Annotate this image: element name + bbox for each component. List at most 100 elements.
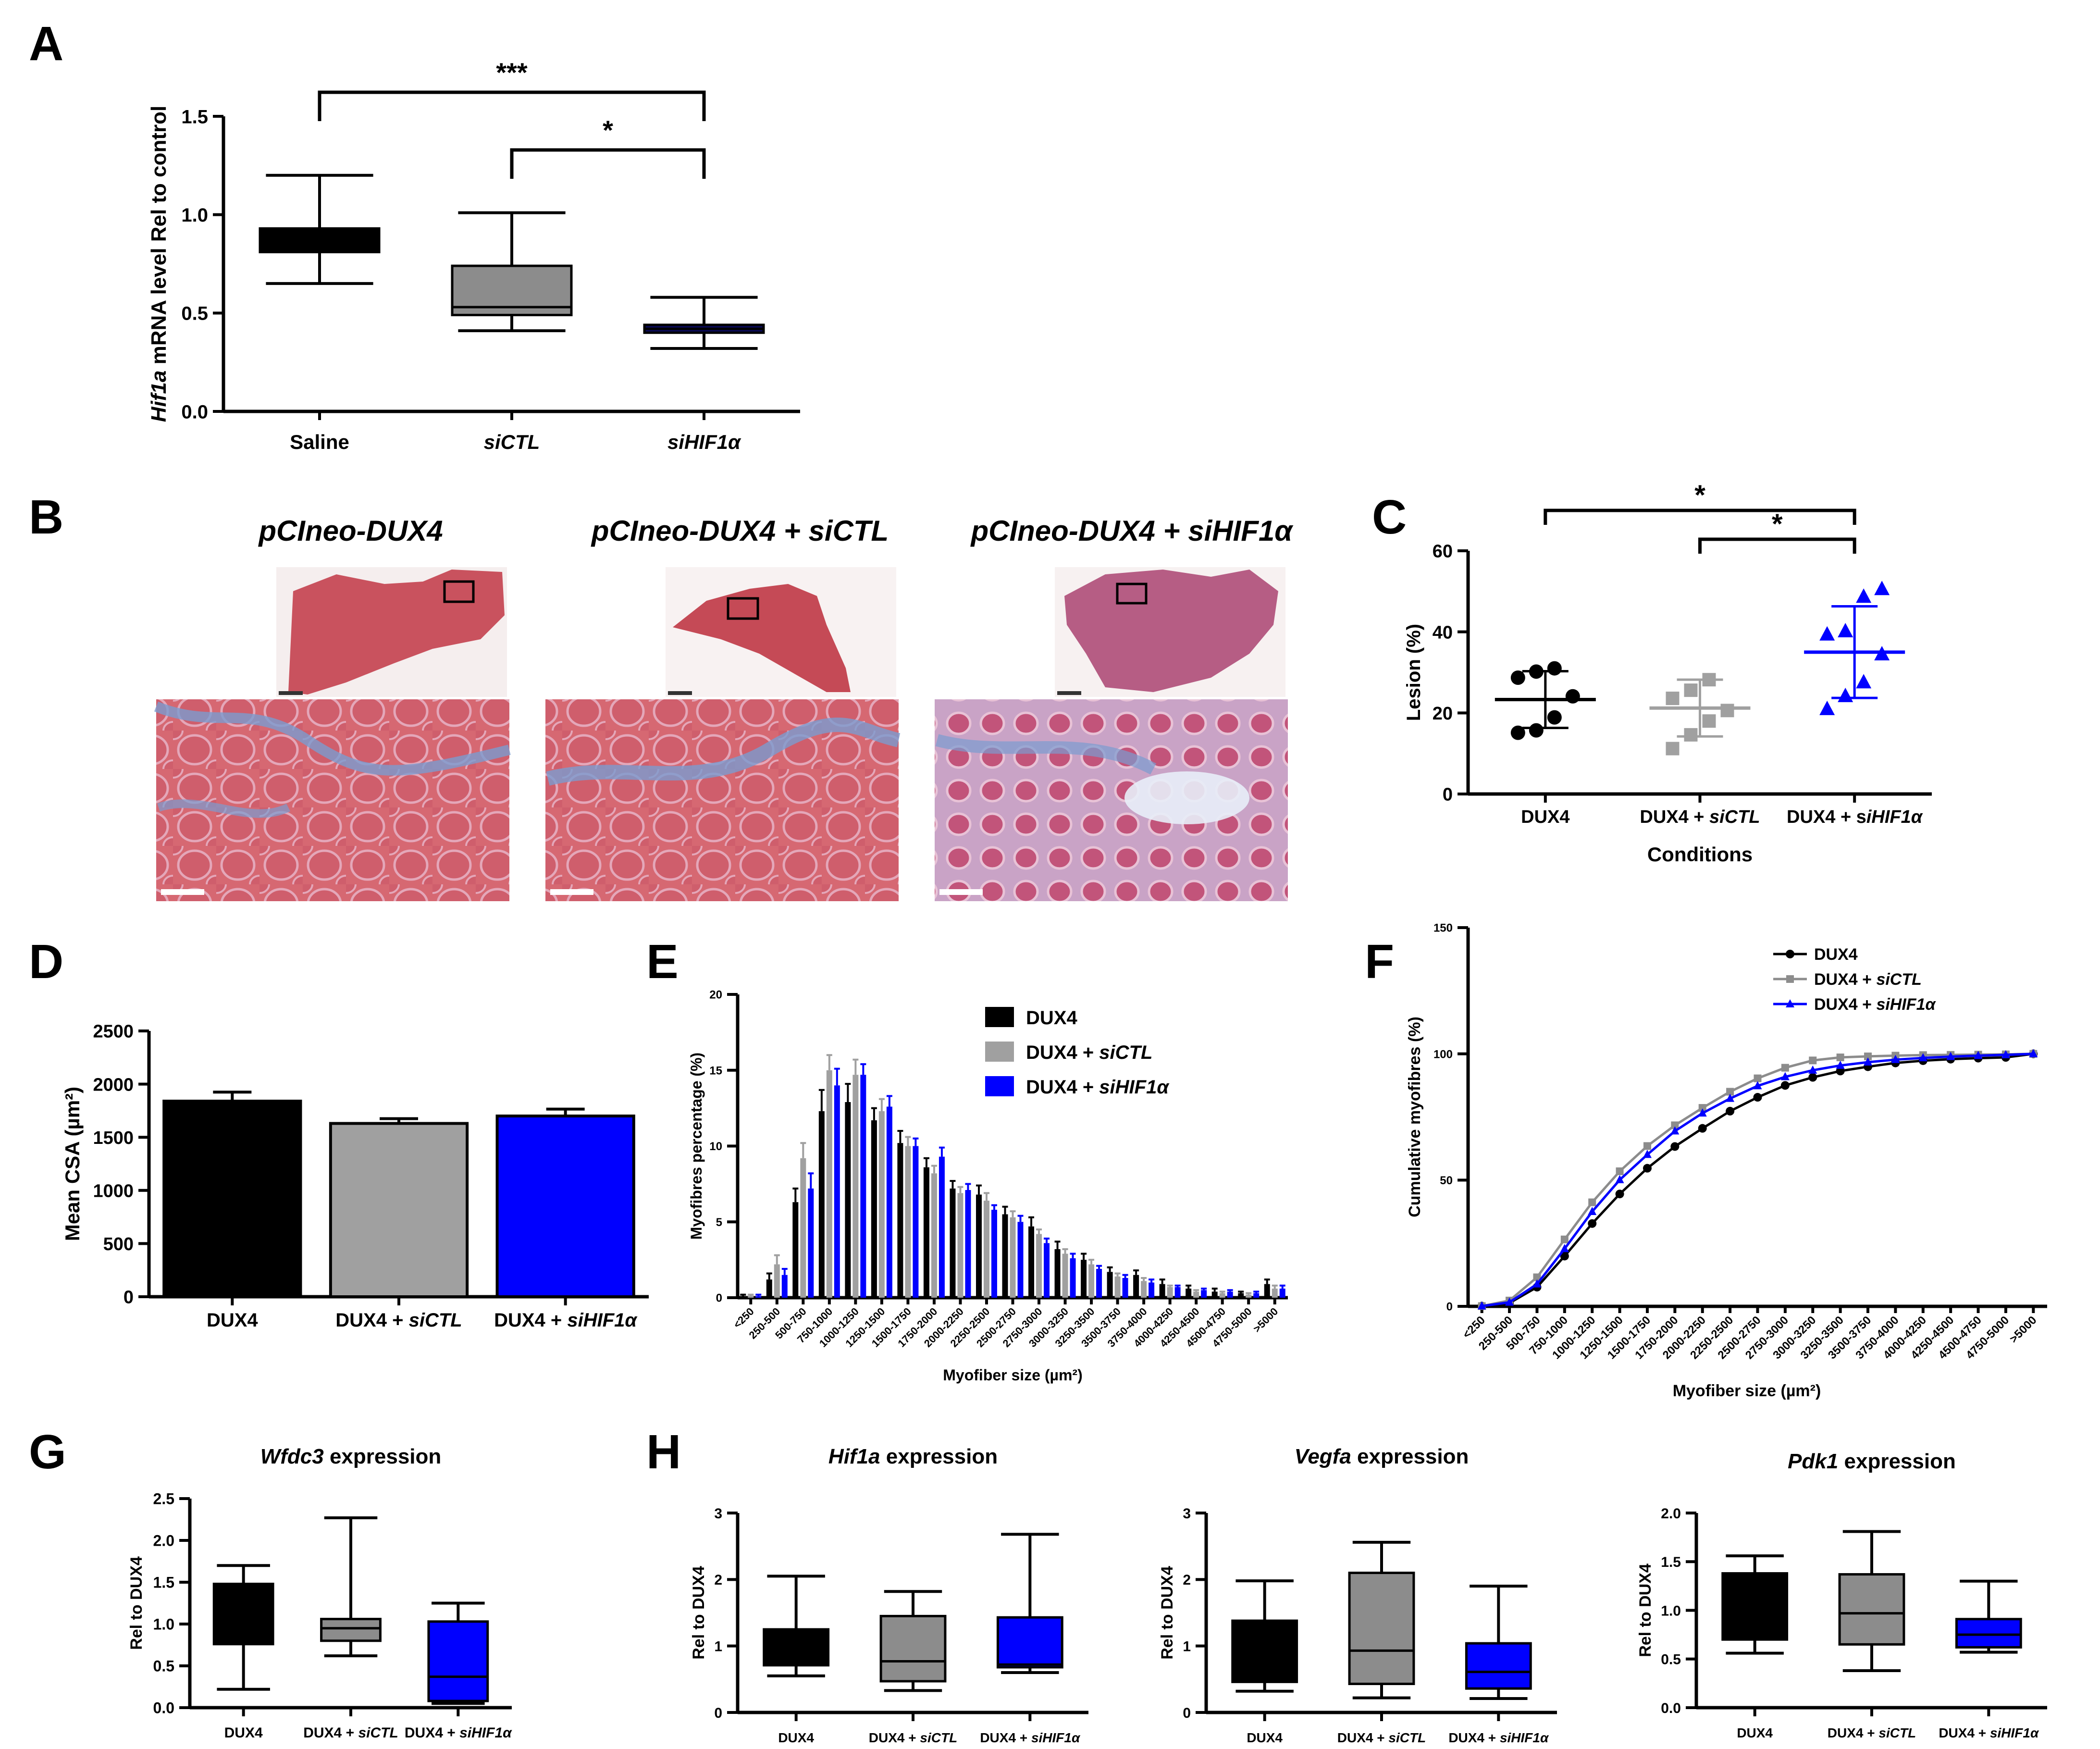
x-category-label-part: iHIF1α <box>1866 807 1923 827</box>
data-point <box>1856 588 1872 603</box>
bar-dux4-sihif1- <box>1017 1222 1024 1298</box>
chart-h2-y-tick-label: 2 <box>1183 1572 1191 1588</box>
bar-dux4 <box>897 1143 903 1298</box>
bar-dux4-sictl <box>1036 1234 1042 1298</box>
significance-bracket <box>510 148 706 179</box>
chart-title-part: expression <box>1351 1445 1469 1468</box>
data-point <box>1720 704 1734 718</box>
x-category-label: DUX4 + siHIF1α <box>405 1725 512 1741</box>
x-category-label-part: DUX4 <box>224 1725 263 1741</box>
y-axis-label: Rel to DUX4 <box>1158 1566 1176 1660</box>
data-point <box>1838 622 1853 637</box>
data-point <box>1666 691 1680 705</box>
bar-dux4-sihif1- <box>939 1156 945 1298</box>
data-point <box>1477 1301 1486 1310</box>
data-point <box>1615 1190 1624 1199</box>
bar-dux4-sihif1- <box>1070 1258 1076 1298</box>
chart-f-y-tick-label: 50 <box>1440 1174 1453 1187</box>
bar-dux4-sictl <box>1088 1264 1095 1298</box>
y-axis-label: Myofibres percentage (%) <box>688 1053 705 1240</box>
bar-3 <box>495 1114 635 1298</box>
chart-c-y-tick-label: 60 <box>1433 542 1453 562</box>
bar-dux4-sictl <box>983 1201 989 1298</box>
bar-dux4-sictl <box>878 1111 885 1298</box>
bar-dux4 <box>1133 1275 1139 1298</box>
bar-dux4-sictl <box>905 1146 911 1298</box>
x-category-label-part: DUX4 <box>1247 1730 1283 1745</box>
bar-dux4-sihif1- <box>1253 1293 1260 1298</box>
inset-box-2 <box>727 597 759 620</box>
x-category-label: DUX4 <box>207 1310 258 1331</box>
x-category-label: DUX4 + siHIF1α <box>494 1310 638 1331</box>
bar-dux4 <box>818 1111 825 1298</box>
bar-dux4 <box>1186 1289 1192 1298</box>
data-point <box>1643 1142 1651 1150</box>
x-category-label-part: DUX4 + <box>1337 1730 1389 1745</box>
x-category-label: siCTL <box>484 431 540 453</box>
x-category-label: siHIF1α <box>667 431 741 453</box>
x-axis-label: Myofiber size (µm²) <box>943 1366 1082 1384</box>
x-category-label: DUX4 + siCTL <box>1640 807 1760 827</box>
legend-label: DUX4 <box>1026 1007 1077 1029</box>
data-point <box>1808 1065 1817 1074</box>
bar-dux4 <box>1028 1226 1035 1298</box>
data-point <box>1856 674 1872 689</box>
x-category-label-part: DUX4 + <box>1939 1725 1990 1740</box>
legend-label-part: DUX4 + <box>1026 1042 1099 1063</box>
legend-label-part: DUX4 <box>1814 945 1858 964</box>
data-point <box>1918 1053 1927 1062</box>
chart-h2-y-tick-label: 3 <box>1183 1506 1191 1522</box>
box-3 <box>1465 1642 1532 1690</box>
box-1 <box>763 1628 830 1667</box>
data-point <box>1547 661 1562 676</box>
chart-h2-y-tick-label: 1 <box>1183 1638 1191 1654</box>
legend-marker <box>1786 999 1794 1007</box>
legend-swatch <box>985 1007 1014 1027</box>
data-point <box>1616 1167 1624 1175</box>
chart-a: 0.0 0.5 1.0 1.5 Saline siCTL siHIF1α Hif1a mRNA… <box>147 57 800 453</box>
data-point <box>1864 1052 1872 1060</box>
scale-bar-1 <box>161 889 204 895</box>
x-category-label-part: siHIF1α <box>1500 1730 1549 1745</box>
data-point <box>1702 714 1716 728</box>
x-tick-label: >5000 <box>1251 1305 1280 1335</box>
bar-dux4-sictl <box>774 1264 780 1298</box>
bar-1 <box>162 1099 302 1298</box>
data-point <box>1588 1198 1596 1206</box>
data-point <box>1560 1244 1569 1253</box>
x-category-label-part: DUX4 + s <box>1787 807 1866 827</box>
data-point <box>1819 626 1835 641</box>
x-category-label-part: DUX4 + <box>1828 1725 1879 1740</box>
data-point <box>1698 1124 1707 1133</box>
data-point <box>1753 1093 1762 1102</box>
chart-title: Wfdc3 expression <box>260 1445 442 1468</box>
x-category-label-part: DUX4 + <box>494 1310 567 1331</box>
chart-h3-y-tick-label: 0.5 <box>1661 1652 1681 1668</box>
significance-label: * <box>1694 480 1705 511</box>
x-category-label: DUX4 + siCTL <box>1828 1725 1916 1740</box>
data-point <box>1529 723 1544 738</box>
chart-h1-y-tick-label: 1 <box>714 1638 722 1654</box>
data-point <box>1510 670 1525 685</box>
x-category-label-part: siCTL <box>1878 1725 1916 1740</box>
bar-dux4-sictl <box>1219 1293 1225 1298</box>
box-2 <box>1348 1572 1415 1686</box>
chart-e: 05101520<250250-500500-750750-10001000-1… <box>688 989 1288 1384</box>
box-2 <box>879 1614 947 1683</box>
x-category-label-part: siCTL <box>409 1310 462 1331</box>
bar-dux4-sihif1- <box>1122 1278 1128 1298</box>
x-axis-label: Myofiber size (µm²) <box>1673 1382 1821 1400</box>
chart-c: 0 20 40 60 DUX4 DUX4 + siCTL DUX4 + siHIF1α Les… <box>1403 480 1932 866</box>
bar-dux4 <box>1238 1293 1244 1298</box>
data-point <box>1670 1142 1680 1151</box>
legend-label: DUX4 + siCTL <box>1026 1042 1152 1063</box>
chart-title-part: Vegfa <box>1295 1445 1351 1468</box>
bar-dux4-sictl <box>957 1193 964 1298</box>
bar-dux4 <box>1054 1249 1061 1298</box>
data-point <box>1874 646 1890 661</box>
data-point <box>1560 1252 1569 1261</box>
legend-label: DUX4 + siCTL <box>1814 970 1922 989</box>
chart-h3-y-tick-label: 1.0 <box>1661 1603 1681 1619</box>
